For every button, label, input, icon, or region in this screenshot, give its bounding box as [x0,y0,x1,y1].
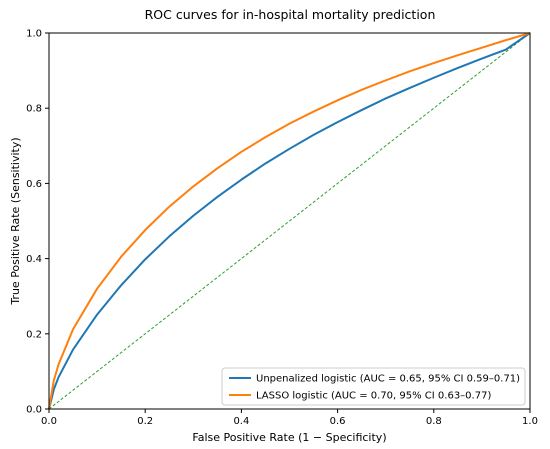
legend-label-unpenalized: Unpenalized logistic (AUC = 0.65, 95% CI… [256,374,520,385]
plot-frame [48,32,531,410]
x-tick-label: 0.6 [330,416,346,427]
series-layer [48,32,531,410]
legend-box [221,367,526,406]
legend: Unpenalized logistic (AUC = 0.65, 95% CI… [221,367,526,406]
x-axis-ticks: 0.0 0.2 0.4 0.6 0.8 1.0 [41,409,538,427]
plot-area [48,32,531,410]
y-axis-ticks: 0.0 0.2 0.4 0.6 0.8 1.0 [26,29,49,416]
x-axis-label: False Positive Rate (1 − Specificity) [192,431,386,444]
legend-label-lasso: LASSO logistic (AUC = 0.70, 95% CI 0.63–… [256,391,491,402]
series-unpenalized-line [48,32,531,410]
chart-title: ROC curves for in-hospital mortality pre… [145,7,436,22]
y-tick-label: 0.4 [26,254,42,265]
series-lasso-line [48,32,531,410]
y-axis-label: True Positive Rate (Sensitivity) [9,137,22,305]
y-tick-label: 0.8 [26,104,42,115]
y-tick-label: 0.0 [26,405,42,416]
x-tick-label: 1.0 [522,416,538,427]
y-tick-label: 1.0 [26,29,42,40]
x-tick-label: 0.0 [41,416,57,427]
x-tick-label: 0.8 [426,416,442,427]
x-tick-label: 0.4 [233,416,249,427]
y-tick-label: 0.2 [26,329,42,340]
chance-diagonal-line [48,32,531,410]
x-tick-label: 0.2 [137,416,153,427]
y-tick-label: 0.6 [26,179,42,190]
